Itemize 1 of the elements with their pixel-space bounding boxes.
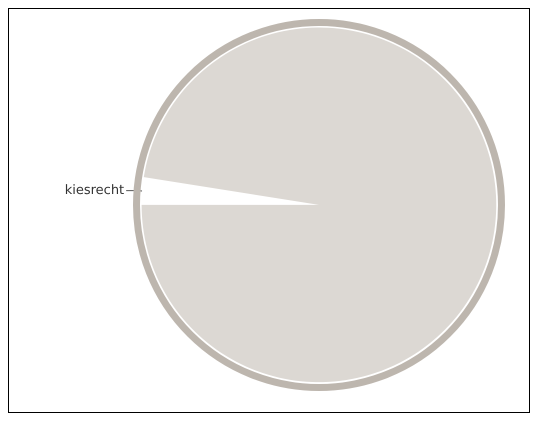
- slice-label: kiesrecht: [64, 183, 124, 198]
